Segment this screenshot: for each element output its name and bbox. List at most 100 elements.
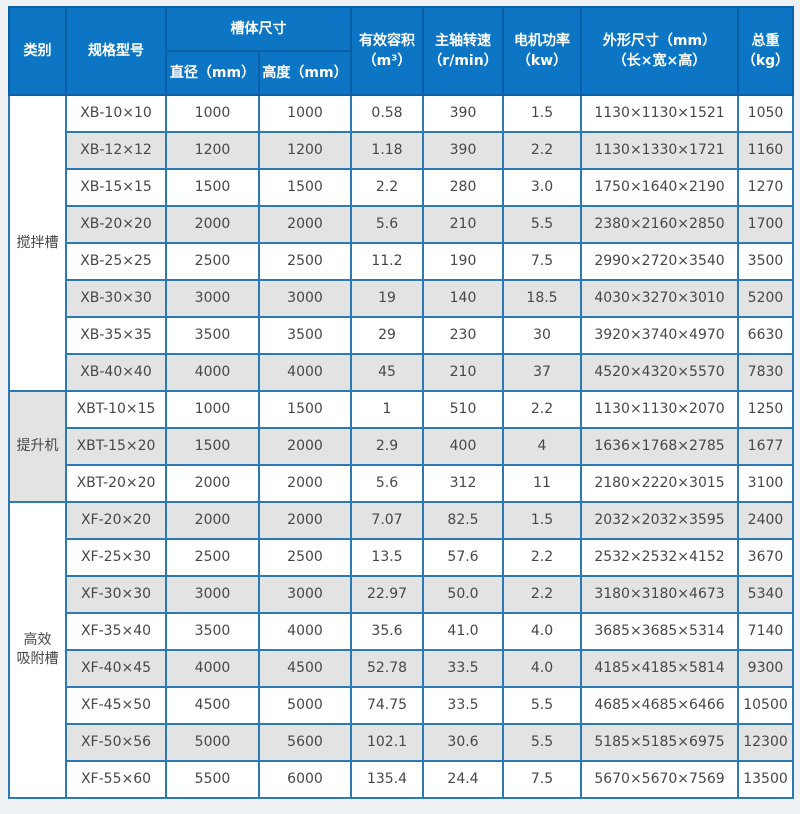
table-row: XF-45×50 4500 5000 74.75 33.5 5.5 4685×4685×64… <box>9 686 794 725</box>
cell-weight: 5340 <box>737 575 794 614</box>
header-speed: 主轴转速 （r/min） <box>422 6 504 96</box>
cell-weight: 3670 <box>737 538 794 577</box>
cell-model: XF-40×45 <box>65 649 167 688</box>
header-tank-size: 槽体尺寸 <box>165 6 352 52</box>
cell-height: 2000 <box>258 464 352 503</box>
cell-model: XB-35×35 <box>65 316 167 355</box>
cell-weight: 1050 <box>737 94 794 133</box>
header-row-top: 类别 规格型号 槽体尺寸 有效容积 （m³） 主轴转速 （r/min） 电机功率… <box>8 6 794 96</box>
cell-model: XF-35×40 <box>65 612 167 651</box>
cell-speed: 390 <box>422 131 504 170</box>
cell-height: 6000 <box>258 760 352 799</box>
cell-dimensions: 1636×1768×2785 <box>580 427 739 466</box>
cell-speed: 510 <box>422 390 504 429</box>
cell-speed: 280 <box>422 168 504 207</box>
table-row: XF-30×30 3000 3000 22.97 50.0 2.2 3180×3180×46… <box>9 575 794 614</box>
cell-dimensions: 3920×3740×4970 <box>580 316 739 355</box>
cell-diameter: 2500 <box>165 538 260 577</box>
cell-model: XF-20×20 <box>65 501 167 540</box>
cell-diameter: 4500 <box>165 686 260 725</box>
cell-model: XF-30×30 <box>65 575 167 614</box>
cell-power: 30 <box>502 316 582 355</box>
cell-power: 1.5 <box>502 501 582 540</box>
cell-power: 4 <box>502 427 582 466</box>
cell-speed: 82.5 <box>422 501 504 540</box>
cell-height: 2500 <box>258 242 352 281</box>
cell-height: 3000 <box>258 279 352 318</box>
cell-speed: 230 <box>422 316 504 355</box>
cell-weight: 1270 <box>737 168 794 207</box>
cell-diameter: 4000 <box>165 649 260 688</box>
cell-model: XB-15×15 <box>65 168 167 207</box>
cell-diameter: 5000 <box>165 723 260 762</box>
cell-weight: 2400 <box>737 501 794 540</box>
cell-height: 4500 <box>258 649 352 688</box>
table-row: XB-25×25 2500 2500 11.2 190 7.5 2990×2720×3540… <box>9 242 794 281</box>
cell-volume: 19 <box>350 279 424 318</box>
cell-height: 3500 <box>258 316 352 355</box>
cell-dimensions: 2990×2720×3540 <box>580 242 739 281</box>
cell-weight: 9300 <box>737 649 794 688</box>
cell-speed: 210 <box>422 205 504 244</box>
header-weight: 总重 （kg） <box>737 6 794 96</box>
cell-speed: 400 <box>422 427 504 466</box>
cell-weight: 10500 <box>737 686 794 725</box>
cell-model: XB-25×25 <box>65 242 167 281</box>
cell-dimensions: 1130×1130×1521 <box>580 94 739 133</box>
table-row: 高效 吸附槽 XF-20×20 2000 2000 7.07 82.5 1.5 2032×203… <box>8 501 794 799</box>
table-body: 搅拌槽 XB-10×10 1000 1000 0.58 390 1.5 1130×1130×1… <box>8 94 794 799</box>
cell-height: 4000 <box>258 353 352 392</box>
cell-height: 1500 <box>258 390 352 429</box>
table-row: XB-15×15 1500 1500 2.2 280 3.0 1750×1640×2190 1… <box>9 168 794 207</box>
cell-diameter: 3000 <box>165 279 260 318</box>
cell-power: 18.5 <box>502 279 582 318</box>
cell-volume: 29 <box>350 316 424 355</box>
cell-volume: 35.6 <box>350 612 424 651</box>
cell-weight: 3500 <box>737 242 794 281</box>
cell-model: XBT-15×20 <box>65 427 167 466</box>
cell-diameter: 5500 <box>165 760 260 799</box>
spec-table: 类别 规格型号 槽体尺寸 有效容积 （m³） 主轴转速 （r/min） 电机功率… <box>8 6 794 799</box>
cell-model: XB-40×40 <box>65 353 167 392</box>
header-dimensions: 外形尺寸（mm） （长×宽×高） <box>580 6 739 96</box>
cell-volume: 45 <box>350 353 424 392</box>
cell-volume: 2.9 <box>350 427 424 466</box>
header-speed-line1: 主轴转速 <box>435 32 491 49</box>
cell-speed: 50.0 <box>422 575 504 614</box>
table-row: XF-40×45 4000 4500 52.78 33.5 4.0 4185×4185×58… <box>9 649 794 688</box>
cell-power: 2.2 <box>502 390 582 429</box>
cell-volume: 1 <box>350 390 424 429</box>
header-dimensions-line1: 外形尺寸（mm） <box>602 32 717 49</box>
table-row: XF-50×56 5000 5600 102.1 30.6 5.5 5185×5185×69… <box>9 723 794 762</box>
cell-height: 5000 <box>258 686 352 725</box>
cell-model: XB-12×12 <box>65 131 167 170</box>
cell-model: XBT-10×15 <box>65 390 167 429</box>
cell-speed: 190 <box>422 242 504 281</box>
header-weight-line1: 总重 <box>751 32 780 49</box>
cell-diameter: 2500 <box>165 242 260 281</box>
cell-dimensions: 2180×2220×3015 <box>580 464 739 503</box>
cell-model: XBT-20×20 <box>65 464 167 503</box>
cell-dimensions: 5670×5670×7569 <box>580 760 739 799</box>
cell-model: XF-50×56 <box>65 723 167 762</box>
cell-height: 3000 <box>258 575 352 614</box>
cell-power: 2.2 <box>502 131 582 170</box>
cell-dimensions: 5185×5185×6975 <box>580 723 739 762</box>
cell-volume: 0.58 <box>350 94 424 133</box>
cell-power: 7.5 <box>502 760 582 799</box>
cell-weight: 1700 <box>737 205 794 244</box>
table-row: XBT-20×20 2000 2000 5.6 312 11 2180×2220×3015 3… <box>9 464 794 503</box>
cell-volume: 7.07 <box>350 501 424 540</box>
cell-speed: 57.6 <box>422 538 504 577</box>
cell-height: 1200 <box>258 131 352 170</box>
cell-weight: 6630 <box>737 316 794 355</box>
header-dimensions-line2: （长×宽×高） <box>612 53 707 69</box>
cell-diameter: 1000 <box>165 94 260 133</box>
cell-model: XB-20×20 <box>65 205 167 244</box>
header-height: 高度（mm） <box>258 50 352 96</box>
cell-dimensions: 4685×4685×6466 <box>580 686 739 725</box>
header-diameter: 直径（mm） <box>165 50 260 96</box>
header-row-sub: 直径（mm） 高度（mm） <box>9 50 793 96</box>
table-row: XB-40×40 4000 4000 45 210 37 4520×4320×5570 783… <box>9 353 794 392</box>
